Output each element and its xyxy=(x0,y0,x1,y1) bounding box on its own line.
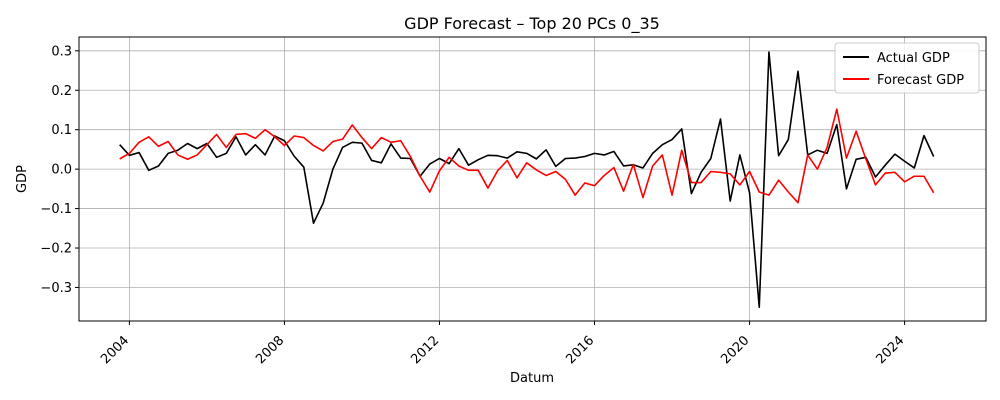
x-tick-label: 2020 xyxy=(718,333,752,367)
x-axis-label: Datum xyxy=(510,371,554,386)
y-tick-label: 0.0 xyxy=(51,163,72,178)
legend-label-actual-gdp: Actual GDP xyxy=(877,51,950,66)
series-line-forecast-gdp xyxy=(119,108,935,204)
x-tick-label: 2004 xyxy=(98,333,132,367)
y-tick-label: −0.1 xyxy=(40,202,72,217)
y-tick-label: 0.1 xyxy=(51,123,72,138)
x-tick-label: 2016 xyxy=(563,333,597,367)
legend-box xyxy=(834,42,980,94)
x-tick-label: 2008 xyxy=(253,333,287,367)
ticks-layer: 2004 2008 2012 2016 2020 2024 −0.3 −0.2 −0.1 0.0 0… xyxy=(40,44,907,367)
y-tick-label: −0.3 xyxy=(40,281,72,296)
series-layer xyxy=(119,51,935,308)
chart-title: GDP Forecast – Top 20 PCs 0_35 xyxy=(404,14,660,34)
x-tick-label: 2012 xyxy=(408,333,442,367)
y-tick-label: −0.2 xyxy=(40,242,72,257)
y-axis-label: GDP xyxy=(15,165,30,193)
y-tick-label: 0.2 xyxy=(51,84,72,99)
legend-label-forecast-gdp: Forecast GDP xyxy=(877,73,964,88)
legend: Actual GDP Forecast GDP xyxy=(834,42,980,94)
plot-frame xyxy=(78,36,987,322)
series-line-actual-gdp xyxy=(119,51,935,308)
y-tick-label: 0.3 xyxy=(51,44,72,59)
x-tick-label: 2024 xyxy=(873,333,907,367)
